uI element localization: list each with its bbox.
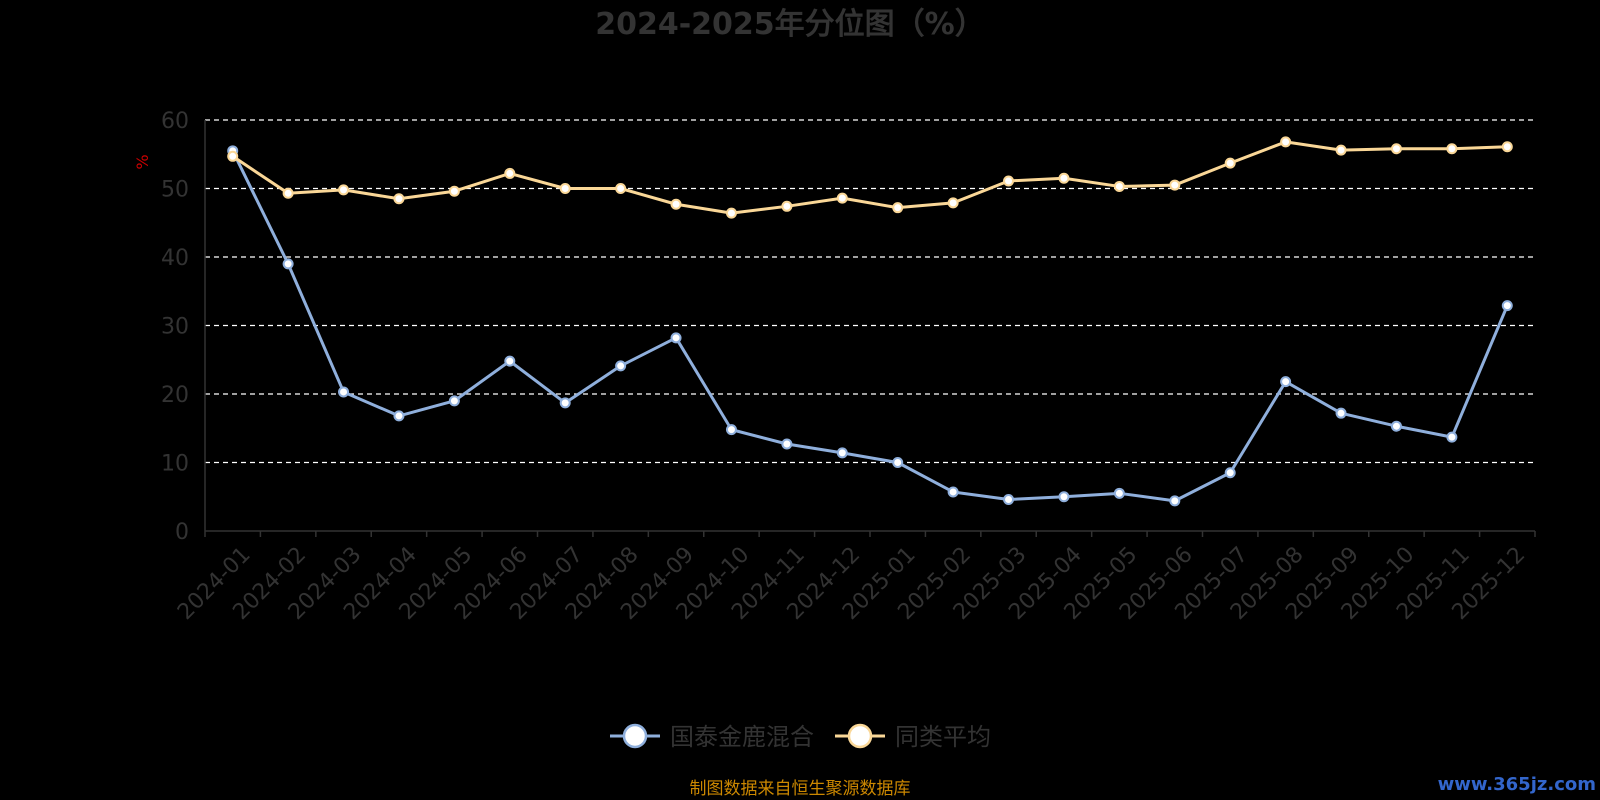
legend-item-1[interactable]: 同类平均 (835, 723, 991, 751)
x-tick-labels: 2024-012024-022024-032024-042024-052024-… (173, 542, 1530, 625)
y-tick-label: 30 (161, 315, 189, 340)
legend-marker (847, 723, 873, 749)
data-point[interactable] (725, 424, 737, 436)
legend[interactable]: 国泰金鹿混合 同类平均 (610, 723, 991, 751)
data-point[interactable] (1003, 493, 1015, 505)
data-point[interactable] (448, 185, 460, 197)
data-point[interactable] (725, 207, 737, 219)
y-tick-label: 50 (161, 178, 189, 203)
data-point[interactable] (1390, 143, 1402, 155)
data-point[interactable] (448, 395, 460, 407)
data-point[interactable] (670, 332, 682, 344)
data-point[interactable] (1058, 172, 1070, 184)
data-point[interactable] (836, 192, 848, 204)
watermark: www.365jz.com (1438, 774, 1596, 795)
data-point[interactable] (1169, 495, 1181, 507)
series-0 (227, 145, 1513, 507)
y-tick-label: 40 (161, 246, 189, 271)
series-line-0 (231, 150, 1509, 503)
data-point[interactable] (1335, 144, 1347, 156)
chart-title: 2024-2025年分位图（%） (595, 7, 985, 42)
series-lines (227, 136, 1513, 507)
y-tick-label: 0 (175, 520, 189, 545)
data-point[interactable] (1169, 179, 1181, 191)
data-point[interactable] (504, 167, 516, 179)
data-point[interactable] (1280, 376, 1292, 388)
data-point[interactable] (1335, 407, 1347, 419)
data-point[interactable] (781, 200, 793, 212)
y-tick-label: 60 (161, 109, 189, 134)
data-point[interactable] (1003, 175, 1015, 187)
legend-item-0[interactable]: 国泰金鹿混合 (610, 723, 814, 751)
data-point[interactable] (559, 397, 571, 409)
data-point[interactable] (1501, 141, 1513, 153)
grid-lines (205, 119, 1535, 464)
data-point[interactable] (393, 410, 405, 422)
data-point[interactable] (947, 197, 959, 209)
data-point[interactable] (670, 198, 682, 210)
axes (204, 120, 1536, 537)
data-point[interactable] (227, 150, 239, 162)
data-point[interactable] (282, 258, 294, 270)
legend-label: 国泰金鹿混合 (670, 723, 814, 751)
legend-marker (622, 723, 648, 749)
data-point[interactable] (1058, 491, 1070, 503)
data-point[interactable] (615, 183, 627, 194)
data-point[interactable] (559, 183, 571, 194)
data-point[interactable] (1113, 487, 1125, 499)
data-point[interactable] (282, 187, 294, 199)
y-tick-label: 20 (161, 383, 189, 408)
data-point[interactable] (781, 438, 793, 450)
data-point[interactable] (892, 457, 904, 468)
data-point[interactable] (836, 447, 848, 459)
data-point[interactable] (1390, 420, 1402, 432)
data-point[interactable] (615, 360, 627, 372)
data-point[interactable] (1224, 157, 1236, 169)
y-axis-label: % (133, 154, 152, 169)
data-point[interactable] (1446, 143, 1458, 155)
legend-label: 同类平均 (895, 723, 991, 751)
data-point[interactable] (504, 355, 516, 367)
source-note: 制图数据来自恒生聚源数据库 (690, 779, 911, 799)
y-tick-label: 10 (161, 452, 189, 477)
data-point[interactable] (892, 202, 904, 214)
data-point[interactable] (393, 193, 405, 205)
series-1 (227, 136, 1513, 219)
data-point[interactable] (1501, 300, 1513, 312)
series-line-1 (231, 140, 1508, 215)
data-point[interactable] (1113, 180, 1125, 192)
data-point[interactable] (338, 184, 350, 196)
data-point[interactable] (1224, 467, 1236, 479)
y-tick-labels: 0 10 20 30 40 50 60 (161, 109, 189, 545)
data-point[interactable] (1280, 136, 1292, 148)
data-point[interactable] (338, 386, 350, 398)
data-point[interactable] (1446, 431, 1458, 443)
data-point[interactable] (947, 486, 959, 498)
